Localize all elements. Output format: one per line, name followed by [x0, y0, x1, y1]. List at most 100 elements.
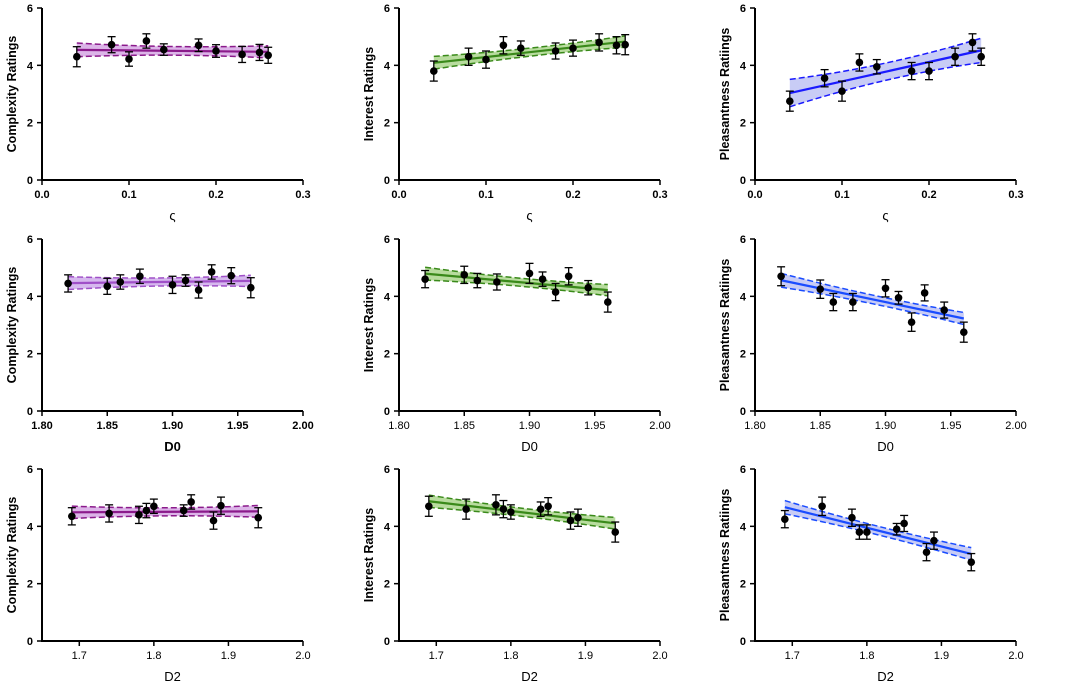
- marker: [566, 516, 575, 525]
- y-tick-label: 4: [740, 291, 747, 303]
- data-point: [149, 498, 158, 515]
- x-tick-label: 0.1: [121, 189, 136, 201]
- y-tick-label: 0: [384, 636, 390, 648]
- data-point: [959, 321, 968, 343]
- marker: [820, 74, 829, 83]
- data-point: [855, 53, 864, 72]
- x-tick-label: 0.0: [34, 189, 49, 201]
- x-tick-label: 2.0: [1008, 650, 1023, 662]
- data-point: [920, 284, 929, 302]
- marker: [525, 269, 534, 278]
- y-tick-label: 2: [740, 118, 746, 130]
- x-axis-label: ς: [169, 208, 175, 223]
- y-tick-label: 6: [740, 3, 746, 15]
- data-point: [246, 277, 255, 299]
- data-point: [254, 507, 263, 529]
- x-tick-label: 1.95: [940, 420, 961, 432]
- x-tick-label: 2.0: [652, 650, 667, 662]
- x-tick-label: 0.3: [295, 189, 310, 201]
- data-point: [881, 279, 890, 298]
- marker: [873, 62, 881, 71]
- data-point: [424, 495, 433, 517]
- marker: [855, 58, 864, 67]
- y-tick-label: 2: [384, 349, 390, 361]
- marker: [187, 498, 195, 506]
- data-point: [929, 531, 938, 550]
- marker: [777, 272, 785, 281]
- y-tick-label: 4: [740, 60, 747, 72]
- data-point: [573, 508, 582, 527]
- x-tick-label: 2.00: [292, 420, 313, 432]
- marker: [960, 328, 968, 336]
- x-tick-label: 0.3: [1008, 189, 1023, 201]
- x-axis-label: D0: [521, 439, 538, 454]
- regression-line: [428, 500, 616, 525]
- data-point: [179, 504, 188, 517]
- marker: [829, 298, 838, 306]
- data-point: [536, 501, 545, 517]
- y-axis-label: Complexity Ratings: [5, 267, 19, 384]
- data-point: [105, 504, 114, 523]
- ci-upper-line: [433, 35, 626, 58]
- marker: [105, 509, 113, 518]
- marker: [517, 44, 525, 52]
- y-axis-label: Interest Ratings: [362, 278, 376, 373]
- data-point: [491, 494, 500, 516]
- regression-line: [68, 279, 251, 285]
- regression-line: [780, 279, 965, 320]
- marker: [73, 52, 81, 61]
- y-tick-label: 0: [740, 175, 746, 187]
- marker: [217, 501, 225, 510]
- marker: [493, 278, 501, 286]
- marker: [621, 40, 629, 49]
- x-tick-label: 1.85: [810, 420, 831, 432]
- marker: [968, 38, 977, 47]
- y-tick-label: 6: [384, 3, 390, 15]
- marker: [103, 282, 112, 291]
- ci-lower-line: [789, 61, 982, 108]
- marker: [136, 272, 144, 281]
- marker: [920, 289, 929, 297]
- x-tick-label: 1.8: [859, 650, 874, 662]
- data-point: [116, 274, 125, 290]
- x-tick-label: 1.80: [31, 420, 52, 432]
- chart-svg: 0 2 4 6 0.0 0.1 0.2 0.3 ς Pleasantness Ratiings: [718, 3, 1024, 223]
- data-point: [551, 42, 560, 60]
- y-tick-label: 2: [384, 579, 390, 591]
- chart-panel-6: 0 2 4 6 1.80 1.85 1.90 1.95 2.00 D0 Pleasantness R…: [713, 233, 1065, 463]
- marker: [499, 505, 508, 513]
- marker: [849, 298, 857, 306]
- y-tick-label: 4: [384, 521, 391, 533]
- marker: [818, 502, 826, 511]
- data-point: [142, 502, 151, 519]
- data-point: [255, 43, 264, 62]
- x-tick-label: 0.0: [747, 189, 762, 201]
- data-point: [492, 273, 501, 291]
- marker: [940, 306, 949, 314]
- marker: [142, 506, 151, 515]
- data-point: [894, 290, 903, 305]
- marker: [584, 283, 593, 292]
- y-tick-label: 0: [27, 636, 33, 648]
- data-point: [907, 61, 916, 81]
- marker: [855, 528, 864, 536]
- ci-upper-line: [428, 494, 616, 519]
- chart-svg: 0 2 4 6 1.80 1.85 1.90 1.95 2.00 D0 Pleasantness R…: [718, 234, 1027, 454]
- data-point: [67, 507, 76, 526]
- chart-svg: 0 2 4 6 0.0 0.1 0.2 0.3 ς Interest Ratings: [362, 3, 668, 223]
- marker: [838, 87, 846, 95]
- data-point: [194, 38, 203, 53]
- marker: [168, 281, 177, 289]
- chart-panel-3: 0 2 4 6 0.0 0.1 0.2 0.3 ς Pleasantness Ratiings: [713, 2, 1065, 232]
- marker: [116, 278, 125, 286]
- y-axis-label: Pleasantness Ratiings: [718, 259, 732, 392]
- data-point: [925, 61, 933, 81]
- x-tick-label: 1.80: [744, 420, 765, 432]
- marker: [816, 285, 825, 293]
- data-point: [460, 265, 469, 285]
- data-point: [216, 496, 225, 515]
- data-point: [848, 292, 857, 312]
- marker: [499, 41, 508, 50]
- x-tick-label: 0.1: [834, 189, 849, 201]
- data-point: [462, 498, 471, 520]
